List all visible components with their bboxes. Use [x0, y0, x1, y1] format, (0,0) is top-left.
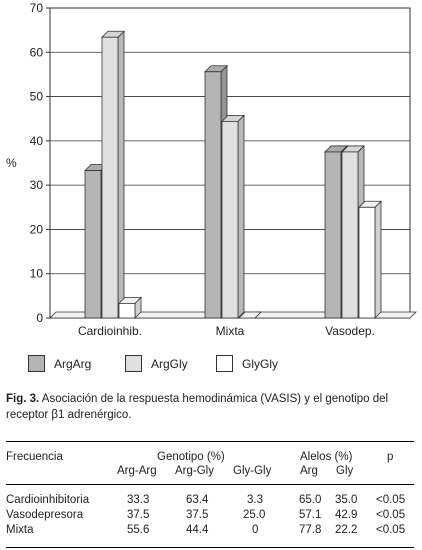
legend-label-argarg: ArgArg [54, 356, 92, 371]
table-cell: 25.0 [243, 509, 266, 521]
table-subheader-arg-gly: Arg-Gly [175, 465, 214, 477]
table-row-name: Mixta [6, 524, 34, 536]
y-tick-label: 10 [30, 267, 44, 281]
bar-top [238, 311, 262, 319]
table-cell: 33.3 [127, 494, 150, 506]
bar [358, 206, 376, 319]
legend-label-arggly: ArgGly [151, 356, 188, 371]
caption-label: Fig. 3. [6, 393, 40, 405]
x-category-label: Cardioinhib. [78, 324, 142, 338]
table-header-frecuencia: Frecuencia [6, 451, 63, 463]
table-cell: 35.0 [335, 494, 358, 506]
legend-item-arggly: ArgGly [125, 355, 188, 372]
y-tick-label: 0 [36, 311, 43, 325]
table-cell: 65.0 [299, 494, 322, 506]
table-rule-top [6, 441, 414, 442]
y-tick-label: 40 [30, 134, 44, 148]
table-row-name: Vasodepresora [6, 509, 84, 521]
bar [101, 36, 119, 319]
table-cell-p: <0.05 [376, 524, 406, 536]
table-header-alelos: Alelos (%) [300, 451, 353, 463]
y-axis-label: % [6, 156, 17, 170]
bar [84, 170, 102, 319]
table-cell: 22.2 [335, 524, 358, 536]
table-subheader-gly: Gly [336, 465, 354, 477]
table-cell: 37.5 [127, 509, 150, 521]
bar [118, 302, 136, 319]
legend-swatch-glygly [216, 355, 233, 372]
table-rule-bottom [6, 547, 414, 548]
x-category-label: Mixta [216, 324, 245, 338]
legend-swatch-arggly [125, 355, 142, 372]
table-row-name: Cardioinhibitoria [6, 494, 90, 506]
table-cell: 37.5 [186, 509, 209, 521]
legend-item-argarg: ArgArg [28, 355, 91, 372]
table-cell: 77.8 [299, 524, 322, 536]
table-cell: 55.6 [127, 524, 150, 536]
table-header-p: p [387, 451, 394, 463]
bar-side [374, 200, 382, 319]
figure-caption: Fig. 3. Asociación de la respuesta hemod… [6, 391, 416, 423]
x-category-label: Vasodep. [325, 324, 375, 338]
table-cell: 57.1 [299, 509, 322, 521]
table-cell: 44.4 [186, 524, 209, 536]
bar-side [237, 114, 245, 319]
table-cell: 3.3 [247, 494, 263, 506]
legend-swatch-argarg [28, 355, 45, 372]
table-cell: 42.9 [335, 509, 358, 521]
table-cell: 63.4 [186, 494, 209, 506]
table-cell-p: <0.05 [376, 494, 406, 506]
table-subheader-arg-arg: Arg-Arg [117, 465, 157, 477]
y-tick-label: 50 [30, 90, 44, 104]
caption-text: Asociación de la respuesta hemodinámica … [6, 393, 389, 421]
y-tick-label: 20 [30, 222, 44, 236]
legend-item-glygly: GlyGly [216, 355, 278, 372]
bar [341, 151, 359, 319]
bar [221, 120, 239, 319]
table-cell: 0 [252, 524, 259, 536]
chart-legend: ArgArg ArgGly GlyGly [28, 355, 418, 375]
bar-chart: 0 10 20 30 40 50 60 70% Cardioinhib. Mixta Vasodep… [6, 1, 417, 338]
table-header-genotipo: Genotipo (%) [157, 451, 225, 463]
table-subheader-gly-gly: Gly-Gly [233, 465, 272, 477]
y-tick-label: 60 [30, 45, 44, 59]
table-rule-middle [6, 484, 414, 485]
y-tick-label: 30 [30, 178, 44, 192]
table-subheader-arg: Arg [300, 465, 318, 477]
bar [324, 151, 342, 319]
bar [204, 71, 222, 319]
y-tick-label: 70 [30, 1, 44, 15]
bar-side [117, 30, 125, 319]
legend-label-glygly: GlyGly [242, 356, 278, 371]
table-cell-p: <0.05 [376, 509, 406, 521]
